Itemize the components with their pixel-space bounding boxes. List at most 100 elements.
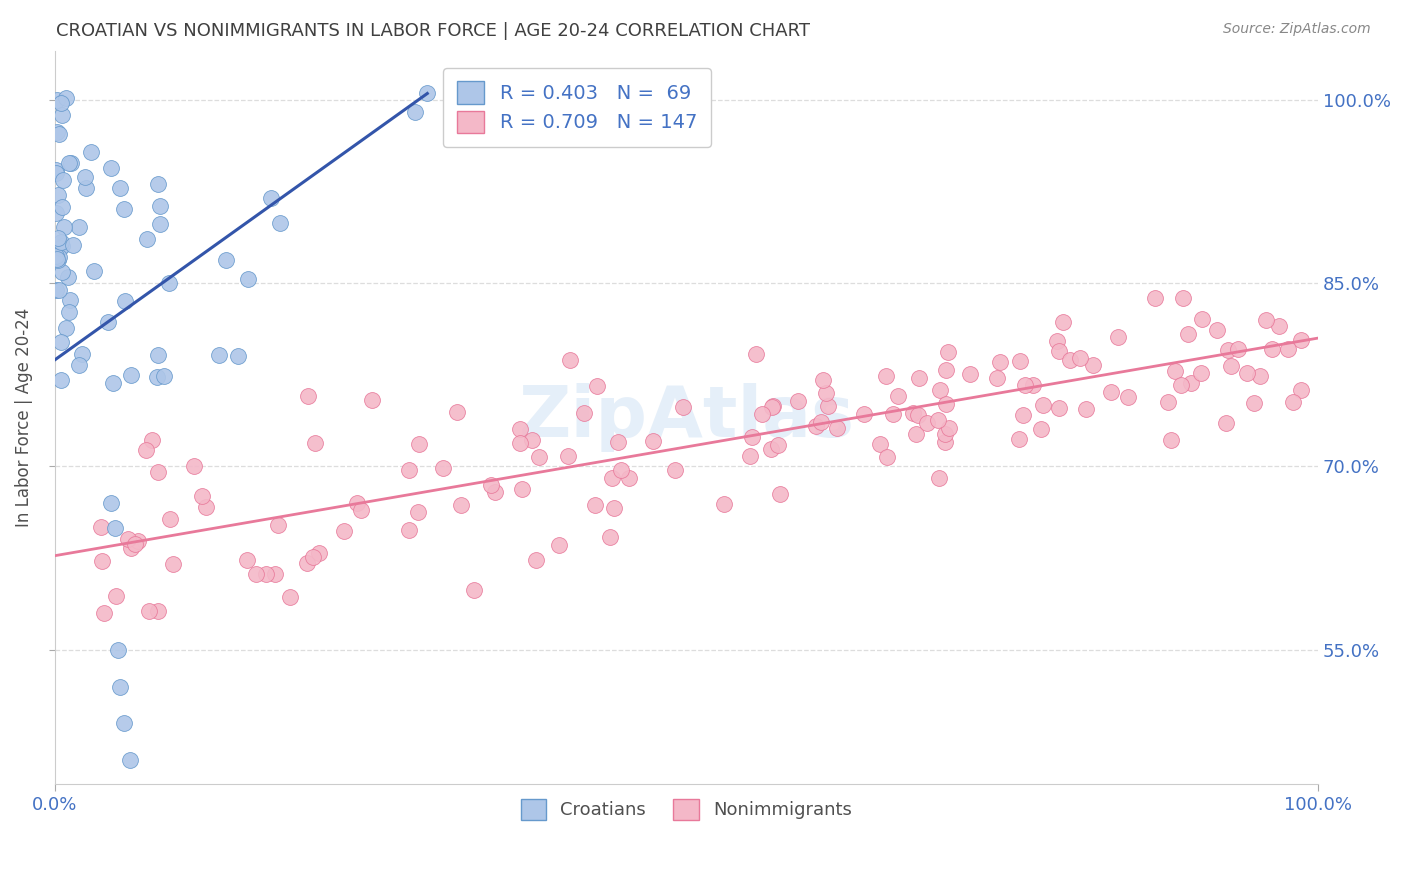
Point xyxy=(432,460,454,475)
Text: Source: ZipAtlas.com: Source: ZipAtlas.com xyxy=(1223,22,1371,37)
Point xyxy=(302,549,325,564)
Point xyxy=(929,383,952,397)
Point xyxy=(1021,378,1043,392)
Point xyxy=(463,583,485,598)
Point xyxy=(935,397,957,411)
Point xyxy=(408,437,430,451)
Point xyxy=(398,523,420,537)
Point xyxy=(524,552,547,566)
Point xyxy=(100,496,122,510)
Point xyxy=(548,538,571,552)
Point xyxy=(761,400,783,414)
Point xyxy=(304,435,326,450)
Point xyxy=(768,438,790,452)
Point xyxy=(297,389,319,403)
Point xyxy=(882,407,904,421)
Point xyxy=(446,405,468,419)
Point xyxy=(45,283,67,297)
Point xyxy=(599,531,621,545)
Point xyxy=(149,199,172,213)
Point xyxy=(1031,422,1053,436)
Point xyxy=(136,232,159,246)
Point xyxy=(1191,366,1213,380)
Point xyxy=(93,606,115,620)
Point xyxy=(45,125,67,139)
Point xyxy=(46,231,69,245)
Point xyxy=(97,315,120,329)
Point xyxy=(1254,313,1277,327)
Point xyxy=(51,108,73,122)
Point xyxy=(1291,333,1313,347)
Point xyxy=(191,489,214,503)
Point xyxy=(817,399,839,413)
Point xyxy=(1047,344,1070,359)
Point xyxy=(761,442,783,456)
Point xyxy=(157,277,180,291)
Point xyxy=(62,238,84,252)
Point xyxy=(1277,342,1299,356)
Point xyxy=(101,376,124,390)
Point xyxy=(70,347,93,361)
Point xyxy=(938,421,960,435)
Point xyxy=(149,217,172,231)
Point xyxy=(1216,343,1239,358)
Point xyxy=(509,422,531,436)
Point xyxy=(105,589,128,603)
Point xyxy=(120,753,142,767)
Point xyxy=(1157,395,1180,409)
Point xyxy=(350,503,373,517)
Point xyxy=(48,283,70,297)
Point xyxy=(1010,354,1032,368)
Point xyxy=(610,463,633,477)
Point xyxy=(346,495,368,509)
Point xyxy=(1261,342,1284,356)
Point xyxy=(107,643,129,657)
Point xyxy=(806,419,828,434)
Point xyxy=(450,498,472,512)
Point xyxy=(360,392,382,407)
Point xyxy=(529,450,551,464)
Point xyxy=(67,358,90,372)
Point xyxy=(263,566,285,581)
Point xyxy=(58,305,80,319)
Point xyxy=(51,235,73,250)
Point xyxy=(1289,383,1312,397)
Point xyxy=(254,566,277,581)
Point xyxy=(1083,358,1105,372)
Point xyxy=(600,471,623,485)
Point xyxy=(408,505,430,519)
Point xyxy=(986,370,1008,384)
Point xyxy=(83,264,105,278)
Point xyxy=(269,216,291,230)
Point xyxy=(195,500,218,514)
Point xyxy=(603,501,626,516)
Point xyxy=(617,471,640,485)
Point xyxy=(936,344,959,359)
Point xyxy=(110,181,132,195)
Point xyxy=(1249,368,1271,383)
Point xyxy=(110,680,132,694)
Point xyxy=(215,253,238,268)
Point xyxy=(51,265,73,279)
Point xyxy=(267,518,290,533)
Point xyxy=(1215,416,1237,430)
Point xyxy=(959,367,981,381)
Point xyxy=(876,450,898,465)
Point xyxy=(58,156,80,170)
Point xyxy=(59,293,82,307)
Point xyxy=(1177,327,1199,342)
Point xyxy=(278,590,301,604)
Point xyxy=(1164,364,1187,378)
Point xyxy=(49,241,72,255)
Point xyxy=(557,450,579,464)
Point xyxy=(1052,315,1074,329)
Point xyxy=(159,511,181,525)
Point xyxy=(135,442,157,457)
Point xyxy=(1191,312,1213,326)
Point xyxy=(55,321,77,335)
Point xyxy=(226,349,249,363)
Point xyxy=(1226,342,1249,356)
Point xyxy=(935,362,957,376)
Point xyxy=(1236,366,1258,380)
Point xyxy=(146,465,169,479)
